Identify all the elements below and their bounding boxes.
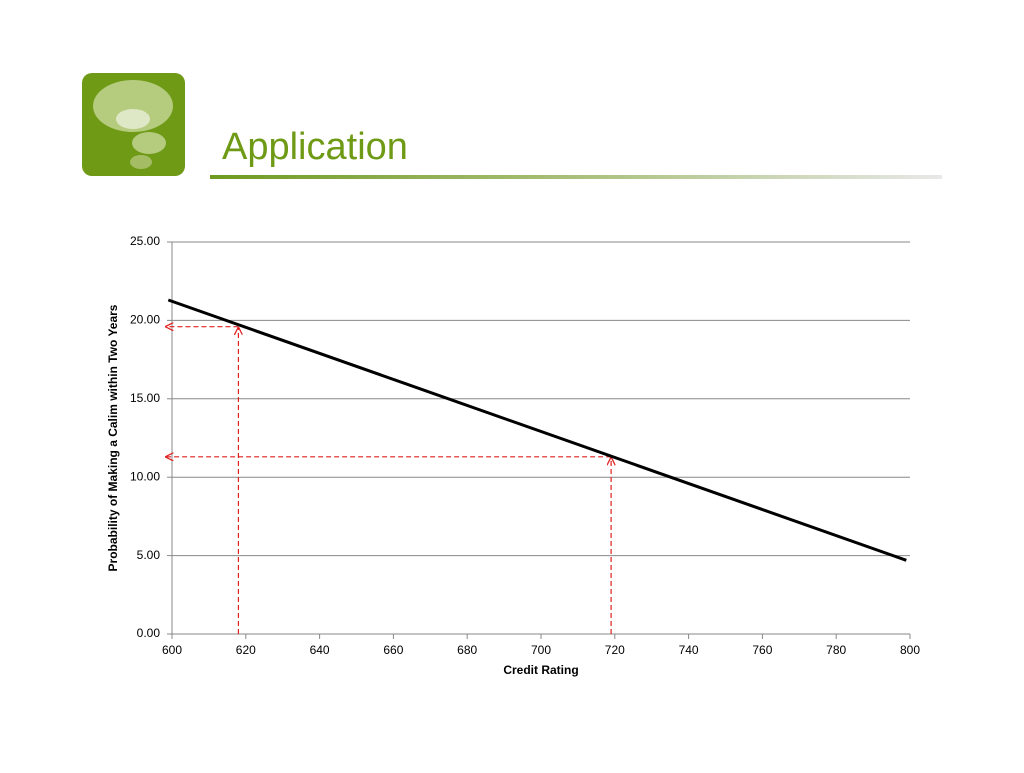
data-line [167, 298, 907, 562]
logo-icon [82, 73, 185, 176]
title-underline [210, 175, 942, 179]
y-tick-label: 10.00 [130, 469, 160, 483]
x-axis-label: Credit Rating [503, 663, 578, 677]
y-tick-label: 25.00 [130, 234, 160, 248]
y-axis-label: Probability of Making a Calim within Two… [106, 304, 120, 571]
x-tick-label: 640 [310, 643, 330, 657]
slide-title: Application [222, 126, 408, 168]
x-tick-label: 800 [900, 643, 920, 657]
x-tick-label: 740 [679, 643, 699, 657]
x-tick-label: 720 [605, 643, 625, 657]
x-tick-label: 760 [752, 643, 772, 657]
y-tick-label: 5.00 [137, 548, 161, 562]
x-tick-label: 680 [457, 643, 477, 657]
x-tick-label: 780 [826, 643, 846, 657]
x-tick-label: 620 [236, 643, 256, 657]
x-tick-label: 700 [531, 643, 551, 657]
x-tick-label: 600 [162, 643, 182, 657]
x-tick-label: 660 [383, 643, 403, 657]
y-tick-label: 0.00 [137, 626, 161, 640]
y-tick-label: 20.00 [130, 313, 160, 327]
y-tick-label: 15.00 [130, 391, 160, 405]
